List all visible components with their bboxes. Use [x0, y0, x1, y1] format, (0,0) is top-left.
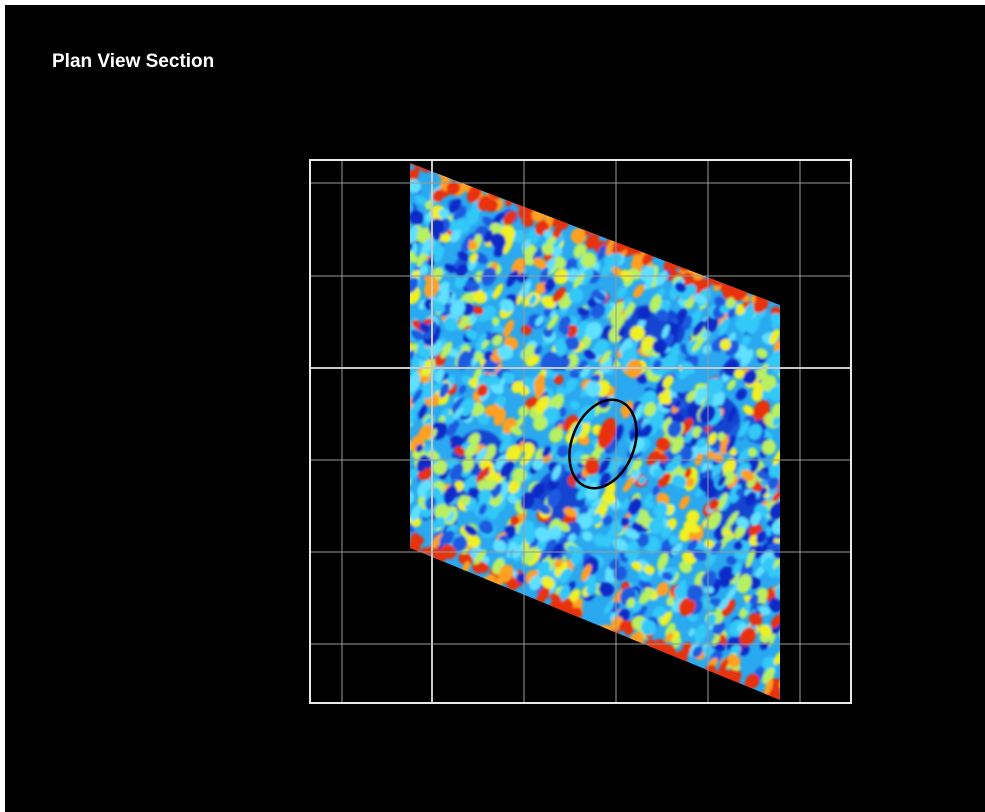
scan-image — [395, 155, 795, 705]
plan-view — [0, 0, 985, 812]
page: Plan View Section (() => { const data = … — [0, 0, 985, 812]
